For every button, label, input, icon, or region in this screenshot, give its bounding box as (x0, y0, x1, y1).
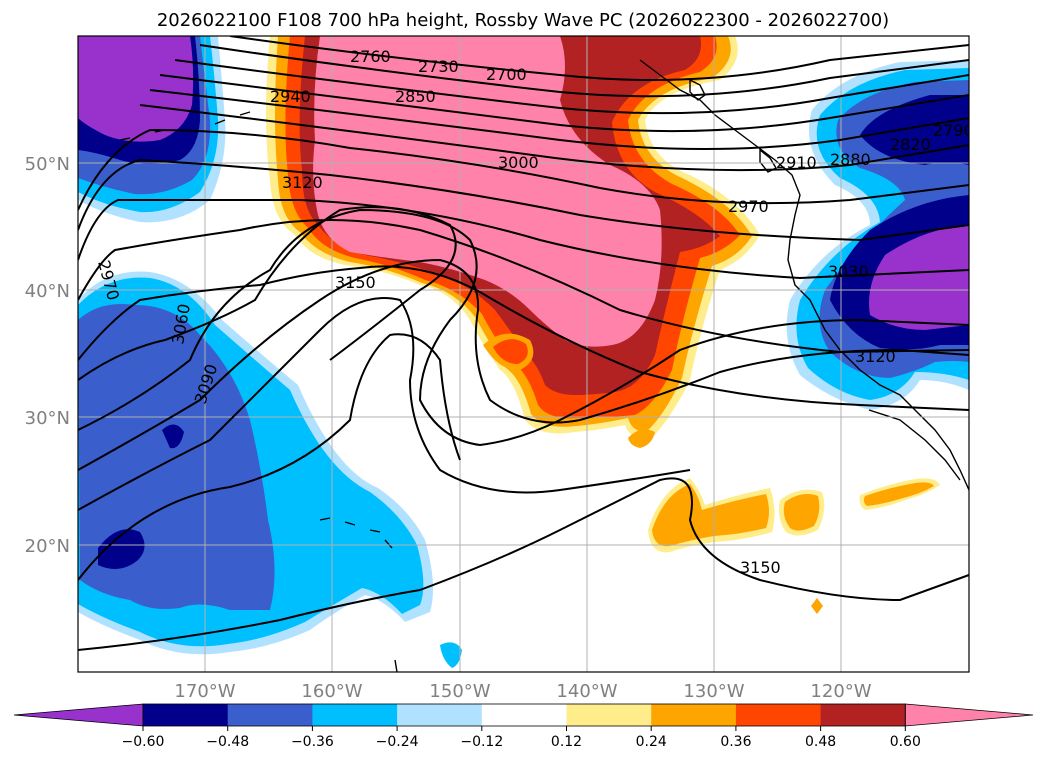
negative-anomaly-northwest (78, 36, 226, 223)
lat-label-40n: 40°N (25, 281, 70, 302)
colorbar-tick-label: 0.36 (720, 734, 751, 750)
colorbar: −0.60 −0.48 −0.36 −0.24 −0.12 0.12 0.24 0.36 0.4… (13, 703, 1034, 750)
negative-anomaly-central-pacific (78, 271, 462, 668)
lon-label-160w: 160°W (301, 681, 362, 702)
colorbar-tick-label: −0.48 (206, 734, 249, 750)
height-contours (78, 36, 969, 651)
lon-label-120w: 120°W (810, 681, 871, 702)
colorbar-segment (227, 704, 313, 726)
contour-label-2940: 2940 (270, 87, 311, 106)
colorbar-tick-label: −0.60 (122, 734, 165, 750)
colorbar-tick-label: 0.60 (890, 734, 921, 750)
colorbar-tick-label: 0.24 (636, 734, 667, 750)
contour-label-3030: 3030 (828, 262, 869, 281)
colorbar-segment (397, 704, 483, 726)
lon-label-130w: 130°W (683, 681, 744, 702)
colorbar-segment (735, 704, 822, 726)
colorbar-segment (143, 704, 229, 726)
lat-label-20n: 20°N (25, 536, 70, 557)
contour-label-2700: 2700 (486, 65, 527, 84)
colorbar-tick-label: 0.12 (551, 734, 582, 750)
colorbar-segment (566, 704, 652, 726)
colorbar-segment (312, 704, 398, 726)
graticule (78, 36, 969, 672)
positive-anomaly-subtropics (628, 429, 940, 614)
lat-label-30n: 30°N (25, 408, 70, 429)
contour-label-2880: 2880 (830, 150, 871, 169)
colorbar-tick-label: −0.36 (291, 734, 334, 750)
lon-label-140w: 140°W (556, 681, 617, 702)
lon-label-170w: 170°W (174, 681, 235, 702)
contour-label-3150: 3150 (335, 273, 376, 292)
map-plot-area: 2760 2730 2700 2940 2850 3000 2970 3120 … (78, 36, 974, 672)
colorbar-extend-high (904, 703, 1034, 727)
contour-label-2760: 2760 (350, 47, 391, 66)
contour-label-2910: 2910 (776, 153, 817, 172)
contour-label-3000: 3000 (498, 153, 539, 172)
contour-label-2850: 2850 (395, 87, 436, 106)
colorbar-border (142, 703, 906, 727)
longitude-labels: 170°W 160°W 150°W 140°W 130°W 120°W (174, 681, 871, 702)
lon-label-150w: 150°W (429, 681, 490, 702)
contour-label-2730: 2730 (418, 57, 459, 76)
colorbar-tick-label: −0.24 (376, 734, 419, 750)
contour-label-2820: 2820 (890, 135, 931, 154)
colorbar-segment (820, 704, 906, 726)
latitude-labels: 50°N 40°N 30°N 20°N (25, 154, 70, 557)
colorbar-extend-low (13, 703, 144, 727)
figure-title: 2026022100 F108 700 hPa height, Rossby W… (157, 10, 889, 31)
colorbar-segment (651, 704, 737, 726)
map-frame (77, 35, 970, 673)
contour-label-2790: 2790 (933, 121, 974, 140)
colorbar-segment (481, 704, 567, 726)
colorbar-tick-label: 0.48 (805, 734, 836, 750)
contour-labels: 2760 2730 2700 2940 2850 3000 2970 3120 … (94, 47, 974, 577)
contour-label-2970: 2970 (728, 197, 769, 216)
contour-label-3150-south: 3150 (740, 558, 781, 577)
colorbar-tick-label: −0.12 (460, 734, 503, 750)
contour-label-3120-east: 3120 (855, 347, 896, 366)
contour-label-3120: 3120 (282, 173, 323, 192)
lat-label-50n: 50°N (25, 154, 70, 175)
